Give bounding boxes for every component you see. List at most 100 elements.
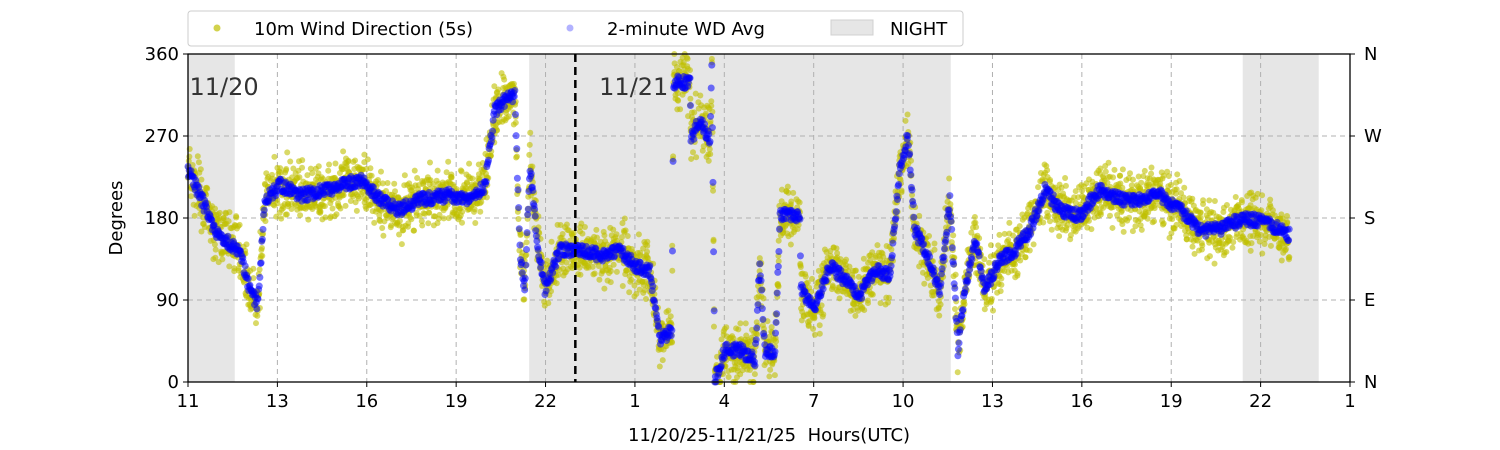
wd-5s-point [622, 227, 629, 234]
wd-2min-point [757, 277, 765, 285]
wd-5s-point [946, 175, 953, 182]
wd-5s-point [273, 213, 280, 220]
wd-5s-point [332, 160, 339, 167]
wd-2min-point [906, 150, 914, 158]
wd-2min-point [547, 275, 555, 283]
wd-5s-point [463, 179, 470, 186]
wd-5s-point [194, 153, 201, 160]
wd-5s-point [258, 244, 265, 251]
wd-5s-point [687, 95, 694, 102]
wd-5s-point [501, 76, 508, 83]
wd-5s-point [1166, 234, 1173, 241]
wd-5s-point [513, 153, 520, 160]
wd-5s-point [408, 216, 415, 223]
wd-5s-point [737, 320, 744, 327]
wd-5s-point [256, 266, 263, 273]
wd-5s-point [708, 55, 715, 62]
wd-5s-point [309, 170, 316, 177]
wd-2min-point [649, 282, 657, 290]
wd-5s-point [527, 129, 534, 136]
wd-5s-point [690, 149, 697, 156]
wd-5s-point [1269, 207, 1276, 214]
wd-5s-point [579, 230, 586, 237]
wd-5s-point [1282, 246, 1289, 253]
wd-5s-point [656, 363, 663, 370]
wd-5s-point [1200, 197, 1207, 204]
wd-5s-point [355, 195, 362, 202]
wd-5s-point [1197, 209, 1204, 216]
wd-5s-point [1016, 223, 1023, 230]
wd-5s-point [699, 147, 706, 154]
wd-5s-point [710, 238, 717, 245]
wd-5s-point [491, 83, 498, 90]
wd-5s-point [414, 175, 421, 182]
wd-5s-point [1126, 214, 1133, 221]
wd-5s-point [1126, 170, 1133, 177]
wd-2min-point [534, 245, 542, 253]
wd-5s-point [771, 372, 778, 379]
wd-5s-point [1135, 173, 1142, 180]
wd-5s-point [601, 285, 608, 292]
wd-5s-point [259, 252, 266, 259]
wd-5s-point [1178, 190, 1185, 197]
wd-5s-point [607, 279, 614, 286]
wd-2min-point [920, 240, 928, 248]
wd-5s-point [931, 240, 938, 247]
wd-2min-point [940, 253, 948, 261]
wd-5s-point [1189, 243, 1196, 250]
wd-5s-point [353, 207, 360, 214]
wd-5s-point [225, 218, 232, 225]
wd-5s-point [415, 182, 422, 189]
wd-5s-point [693, 154, 700, 161]
wd-5s-point [797, 263, 804, 270]
wd-5s-point [1167, 181, 1174, 188]
wd-5s-point [669, 267, 676, 274]
wd-5s-point [197, 166, 204, 173]
wd-5s-point [613, 231, 620, 238]
wd-5s-point [342, 202, 349, 209]
wd-5s-point [686, 67, 693, 74]
wd-5s-point [581, 223, 588, 230]
wd-5s-point [1183, 236, 1190, 243]
wd-5s-point [954, 369, 961, 376]
wd-5s-point [1211, 198, 1218, 205]
wd-5s-point [250, 275, 257, 282]
wd-5s-point [1128, 182, 1135, 189]
wd-2min-point [907, 171, 915, 179]
wd-2min-point [668, 326, 676, 334]
wd-5s-point [1144, 215, 1151, 222]
wd-5s-point [707, 151, 714, 158]
wd-5s-point [743, 332, 750, 339]
wd-5s-point [1110, 174, 1117, 181]
wd-5s-point [548, 238, 555, 245]
wd-5s-point [282, 167, 289, 174]
wd-5s-point [971, 213, 978, 220]
wd-5s-point [185, 158, 192, 165]
wd-2min-point [489, 127, 497, 135]
wd-2min-point [668, 247, 676, 255]
wd-2min-point [819, 285, 827, 293]
wd-5s-point [811, 331, 818, 338]
wd-5s-point [968, 229, 975, 236]
wd-5s-point [379, 225, 386, 232]
wd-5s-point [624, 232, 631, 239]
wd-2min-point [706, 138, 714, 146]
wd-2min-point [304, 196, 312, 204]
wd-5s-point [377, 168, 384, 175]
wd-2min-point [940, 245, 948, 253]
wd-2min-point [655, 323, 663, 331]
wd-5s-point [315, 163, 322, 170]
wd-5s-point [326, 161, 333, 168]
wd-5s-point [512, 119, 519, 126]
wd-2min-point [889, 239, 897, 247]
wd-5s-point [796, 199, 803, 206]
wd-5s-point [677, 106, 684, 113]
wd-2min-point [710, 248, 718, 256]
wd-2min-point [758, 305, 766, 313]
wd-2min-point [775, 225, 783, 233]
wd-5s-point [909, 191, 916, 198]
wd-5s-point [195, 159, 202, 166]
wd-5s-point [846, 263, 853, 270]
wd-5s-point [908, 157, 915, 164]
